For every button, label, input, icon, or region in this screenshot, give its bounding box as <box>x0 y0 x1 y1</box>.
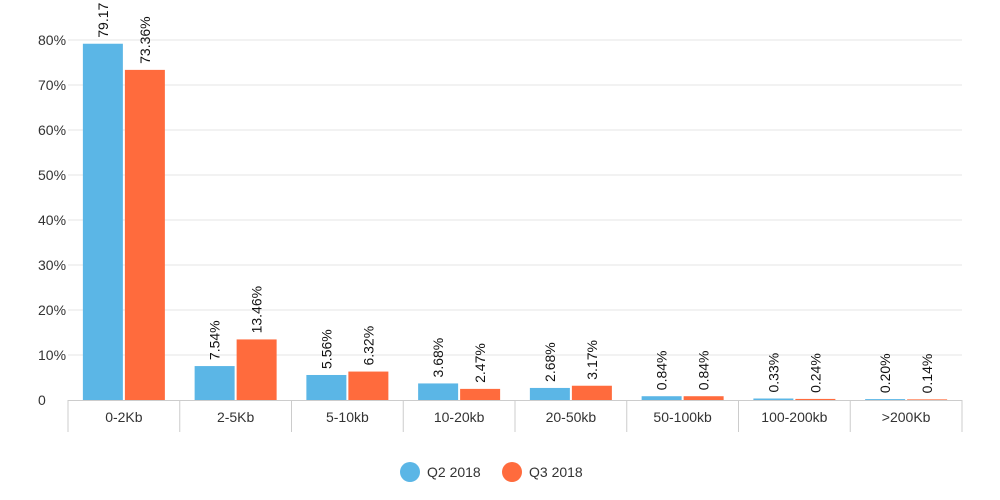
legend-swatch-icon <box>502 462 522 482</box>
legend-label: Q2 2018 <box>427 464 481 480</box>
bar-q2 <box>865 399 906 400</box>
y-tick-label: 80% <box>38 32 66 48</box>
data-label: 0.14% <box>919 354 935 394</box>
y-tick-label: 60% <box>38 122 66 138</box>
bar-q3 <box>348 371 389 400</box>
data-label: 0.20% <box>877 353 893 393</box>
x-tick-label: 0-2Kb <box>105 409 143 425</box>
bar-q2 <box>641 396 682 400</box>
x-tick-label: 50-100kb <box>653 409 712 425</box>
data-labels: 79.17 73.36% 7.54% 13.46% 5.56% 6.32% 3.68% 2.4… <box>95 2 935 393</box>
bar-q3 <box>571 385 612 400</box>
data-label: 0.24% <box>807 353 823 393</box>
bar-q3 <box>683 396 724 400</box>
bar-q2 <box>194 366 235 400</box>
legend-item[interactable]: Q2 2018 <box>400 462 481 482</box>
bar-q3 <box>795 398 836 400</box>
x-axis: 0-2Kb 2-5Kb 5-10kb 10-20kb 20-50kb 50-100kb 10… <box>67 400 963 432</box>
bar-q2 <box>418 383 459 400</box>
data-label: 3.68% <box>430 338 446 378</box>
y-tick-label: 10% <box>38 347 66 363</box>
bar-q2 <box>753 398 794 400</box>
legend-swatch-icon <box>400 462 420 482</box>
y-tick-label: 50% <box>38 167 66 183</box>
data-label: 79.17 <box>95 2 111 37</box>
legend: Q2 2018 Q3 2018 <box>400 462 583 482</box>
data-label: 2.68% <box>542 342 558 382</box>
x-tick-label: 100-200kb <box>761 409 827 425</box>
legend-label: Q3 2018 <box>529 464 583 480</box>
bar-q3 <box>907 399 948 400</box>
bars <box>82 43 948 401</box>
data-label: 0.33% <box>765 353 781 393</box>
bar-q2 <box>529 387 570 400</box>
data-label: 13.46% <box>249 286 265 333</box>
x-tick-label: 5-10kb <box>326 409 369 425</box>
x-tick-label: 2-5Kb <box>217 409 255 425</box>
x-tick-label: 20-50kb <box>546 409 597 425</box>
data-label: 3.17% <box>584 340 600 380</box>
data-label: 5.56% <box>318 329 334 369</box>
y-tick-label: 0 <box>38 392 46 408</box>
bar-q3 <box>124 69 165 400</box>
bar-q2 <box>306 374 347 400</box>
y-tick-label: 70% <box>38 77 66 93</box>
data-label: 7.54% <box>207 320 223 360</box>
y-tick-label: 40% <box>38 212 66 228</box>
y-tick-label: 30% <box>38 257 66 273</box>
data-label: 2.47% <box>472 343 488 383</box>
data-label: 0.84% <box>696 351 712 391</box>
bar-q3 <box>460 388 501 400</box>
data-label: 0.84% <box>654 351 670 391</box>
x-tick-label: 10-20kb <box>434 409 485 425</box>
bar-q3 <box>236 339 277 400</box>
bar-q2 <box>82 43 123 401</box>
gridlines <box>68 39 962 356</box>
x-tick-label: >200Kb <box>882 409 931 425</box>
data-label: 73.36% <box>137 16 153 63</box>
y-tick-label: 20% <box>38 302 66 318</box>
y-axis-ticks: 0 10% 20% 30% 40% 50% 60% 70% 80% <box>38 32 66 408</box>
data-label: 6.32% <box>360 326 376 366</box>
legend-item[interactable]: Q3 2018 <box>502 462 583 482</box>
